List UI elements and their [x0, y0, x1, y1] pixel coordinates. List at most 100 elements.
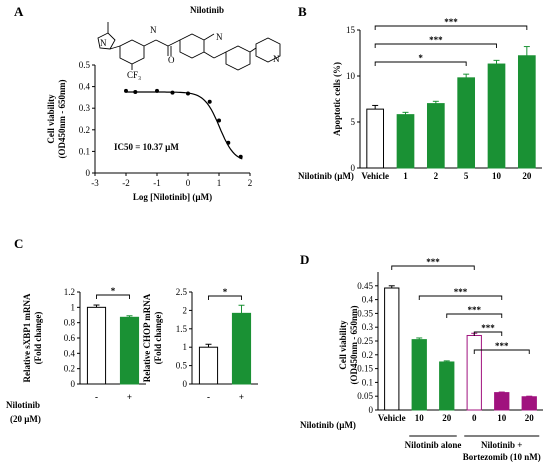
a-y-axis-label-line-1: (OD450nm - 650nm) [57, 80, 67, 159]
c2-y-tick-label: 1.5 [176, 324, 188, 334]
b-significance-bracket [374, 61, 467, 66]
c1-y-tick-label: 0.2 [64, 364, 75, 374]
c2-y-tick-label: 2 [183, 305, 188, 315]
d-y-tick-label: 0.1 [362, 377, 373, 387]
panel-a-chart: 0 0.1 0.2 0.3 0.4 0.5 -3 -2 -1 0 1 2 IC50 = 10.37 µM… [46, 60, 252, 202]
d-category-label: 20 [442, 413, 452, 423]
a-y-tick-label: 0.3 [79, 103, 91, 113]
d-significance-label: *** [481, 323, 495, 333]
d-group-label: Nilotinib + [481, 440, 522, 450]
panel-d-chart: 0 0.05 0.1 0.15 0.2 0.25 0.3 0.35 0.4 0.45 Vehicle… [300, 257, 543, 462]
d-y-tick-label: 0.05 [357, 391, 373, 401]
b-category-label: 5 [464, 171, 469, 181]
d-significance-bracket [418, 295, 503, 300]
a-y-tick-label: 0.1 [79, 146, 90, 156]
b-bar [487, 63, 506, 169]
a-data-point [207, 99, 212, 104]
b-significance-label: * [418, 53, 423, 63]
b-category-label: Vehicle [361, 171, 389, 181]
d-bar [521, 396, 537, 411]
d-y-tick-label: 0.15 [357, 364, 373, 374]
b-y-tick-label: 5 [351, 117, 356, 127]
b-y-axis-label-line-0: Apoptotic cells (%) [332, 62, 342, 136]
o-label: O [168, 55, 175, 65]
c1-y-tick-label: 0.4 [64, 348, 76, 358]
c1-y-axis-label: Relative sXBP1 mRNA(Fold change) [22, 293, 43, 382]
panel-letter-a: A [14, 4, 24, 19]
b-category-label: 2 [434, 171, 439, 181]
b-significance-label: *** [429, 35, 443, 45]
panel-letter-b: B [298, 4, 307, 19]
c2-y-axis-label: Relative CHOP mRNA(Fold change) [142, 293, 163, 382]
a-x-axis-label: Log [Nilotinib] (µM) [133, 192, 212, 202]
b-bar [396, 114, 415, 169]
d-significance-bracket [473, 331, 503, 336]
c2-significance-label: * [223, 287, 228, 297]
nh-label: N [150, 25, 157, 35]
panel-a-title: Nilotinib [190, 5, 224, 15]
c1-significance-label: * [111, 286, 116, 296]
c1-y-axis-label-line-1: (Fold change) [33, 312, 43, 365]
panel-letter-c: C [14, 236, 23, 251]
a-ic50-annotation: IC50 = 10.37 µM [114, 142, 179, 152]
b-significance-bracket [374, 25, 528, 30]
d-y-tick-label: 0.3 [362, 322, 374, 332]
c2-y-tick-label: 1 [183, 342, 188, 352]
a-data-point [186, 91, 190, 96]
c2-category-label: - [207, 392, 210, 402]
c2-bar [231, 312, 252, 385]
d-significance-label: *** [454, 287, 468, 297]
a-y-tick-label: 0.2 [79, 125, 90, 135]
c2-y-axis-label-line-0: Relative CHOP mRNA [142, 293, 152, 382]
a-data-point [226, 140, 231, 145]
c1-bar [119, 316, 140, 385]
a-data-point [217, 118, 221, 123]
c2-y-axis-label-line-1: (Fold change) [153, 312, 163, 365]
d-group-label-2: Bortezomib (10 nM) [463, 452, 541, 462]
c1-y-tick-label: 0 [71, 379, 76, 389]
c1-y-tick-label: 1.2 [64, 287, 75, 297]
d-bar [466, 334, 482, 411]
b-bar [366, 108, 385, 169]
a-data-point [238, 154, 243, 159]
c2-y-tick-label: 0.5 [176, 361, 188, 371]
b-category-label: 1 [403, 171, 408, 181]
d-category-label: Vehicle [378, 413, 406, 423]
c2-category-label: + [239, 392, 244, 402]
c1-row-label: Nilotinib [6, 400, 40, 410]
a-x-tick-label: 0 [186, 178, 191, 188]
d-y-tick-label: 0 [369, 405, 374, 415]
d-category-label: 20 [525, 413, 535, 423]
d-y-axis-label-line-1: (OD450nm - 650nm) [349, 306, 359, 385]
d-significance-bracket [473, 349, 530, 354]
a-y-tick-label: 0.5 [79, 60, 91, 70]
a-data-point [124, 88, 128, 93]
c1-row-label-sub: (20 µM) [10, 414, 41, 424]
a-x-tick-label: 2 [248, 178, 253, 188]
a-x-tick-label: -3 [91, 178, 99, 188]
d-bar [411, 339, 427, 411]
a-fit-curve [126, 91, 243, 160]
d-significance-label: *** [468, 305, 482, 315]
c1-bar [86, 306, 107, 385]
d-y-axis-label-line-0: Cell viability [338, 320, 348, 370]
a-data-point [133, 90, 138, 94]
d-y-tick-label: 0.2 [362, 350, 373, 360]
d-y-tick-label: 0.25 [357, 336, 373, 346]
d-bar [439, 361, 455, 411]
c1-y-tick-label: 0.8 [64, 318, 76, 328]
d-group-label: Nilotinib alone [405, 440, 462, 450]
panel-c-right-chart: 0 0.5 1 1.5 2 2.5 - + * Relative CHOP mRNA(Fold c… [142, 287, 258, 402]
b-row-label: Nilotinib (µM) [298, 171, 354, 181]
b-y-axis-label: Apoptotic cells (%) [332, 62, 342, 136]
d-bar [384, 287, 400, 411]
d-y-tick-label: 0.35 [357, 308, 373, 318]
b-y-tick-label: 0 [351, 163, 356, 173]
panel-letter-d: D [300, 252, 309, 267]
a-data-point [155, 88, 159, 93]
d-significance-label: *** [426, 257, 440, 267]
c1-category-label: + [127, 392, 132, 402]
nilotinib-structure [97, 22, 281, 71]
